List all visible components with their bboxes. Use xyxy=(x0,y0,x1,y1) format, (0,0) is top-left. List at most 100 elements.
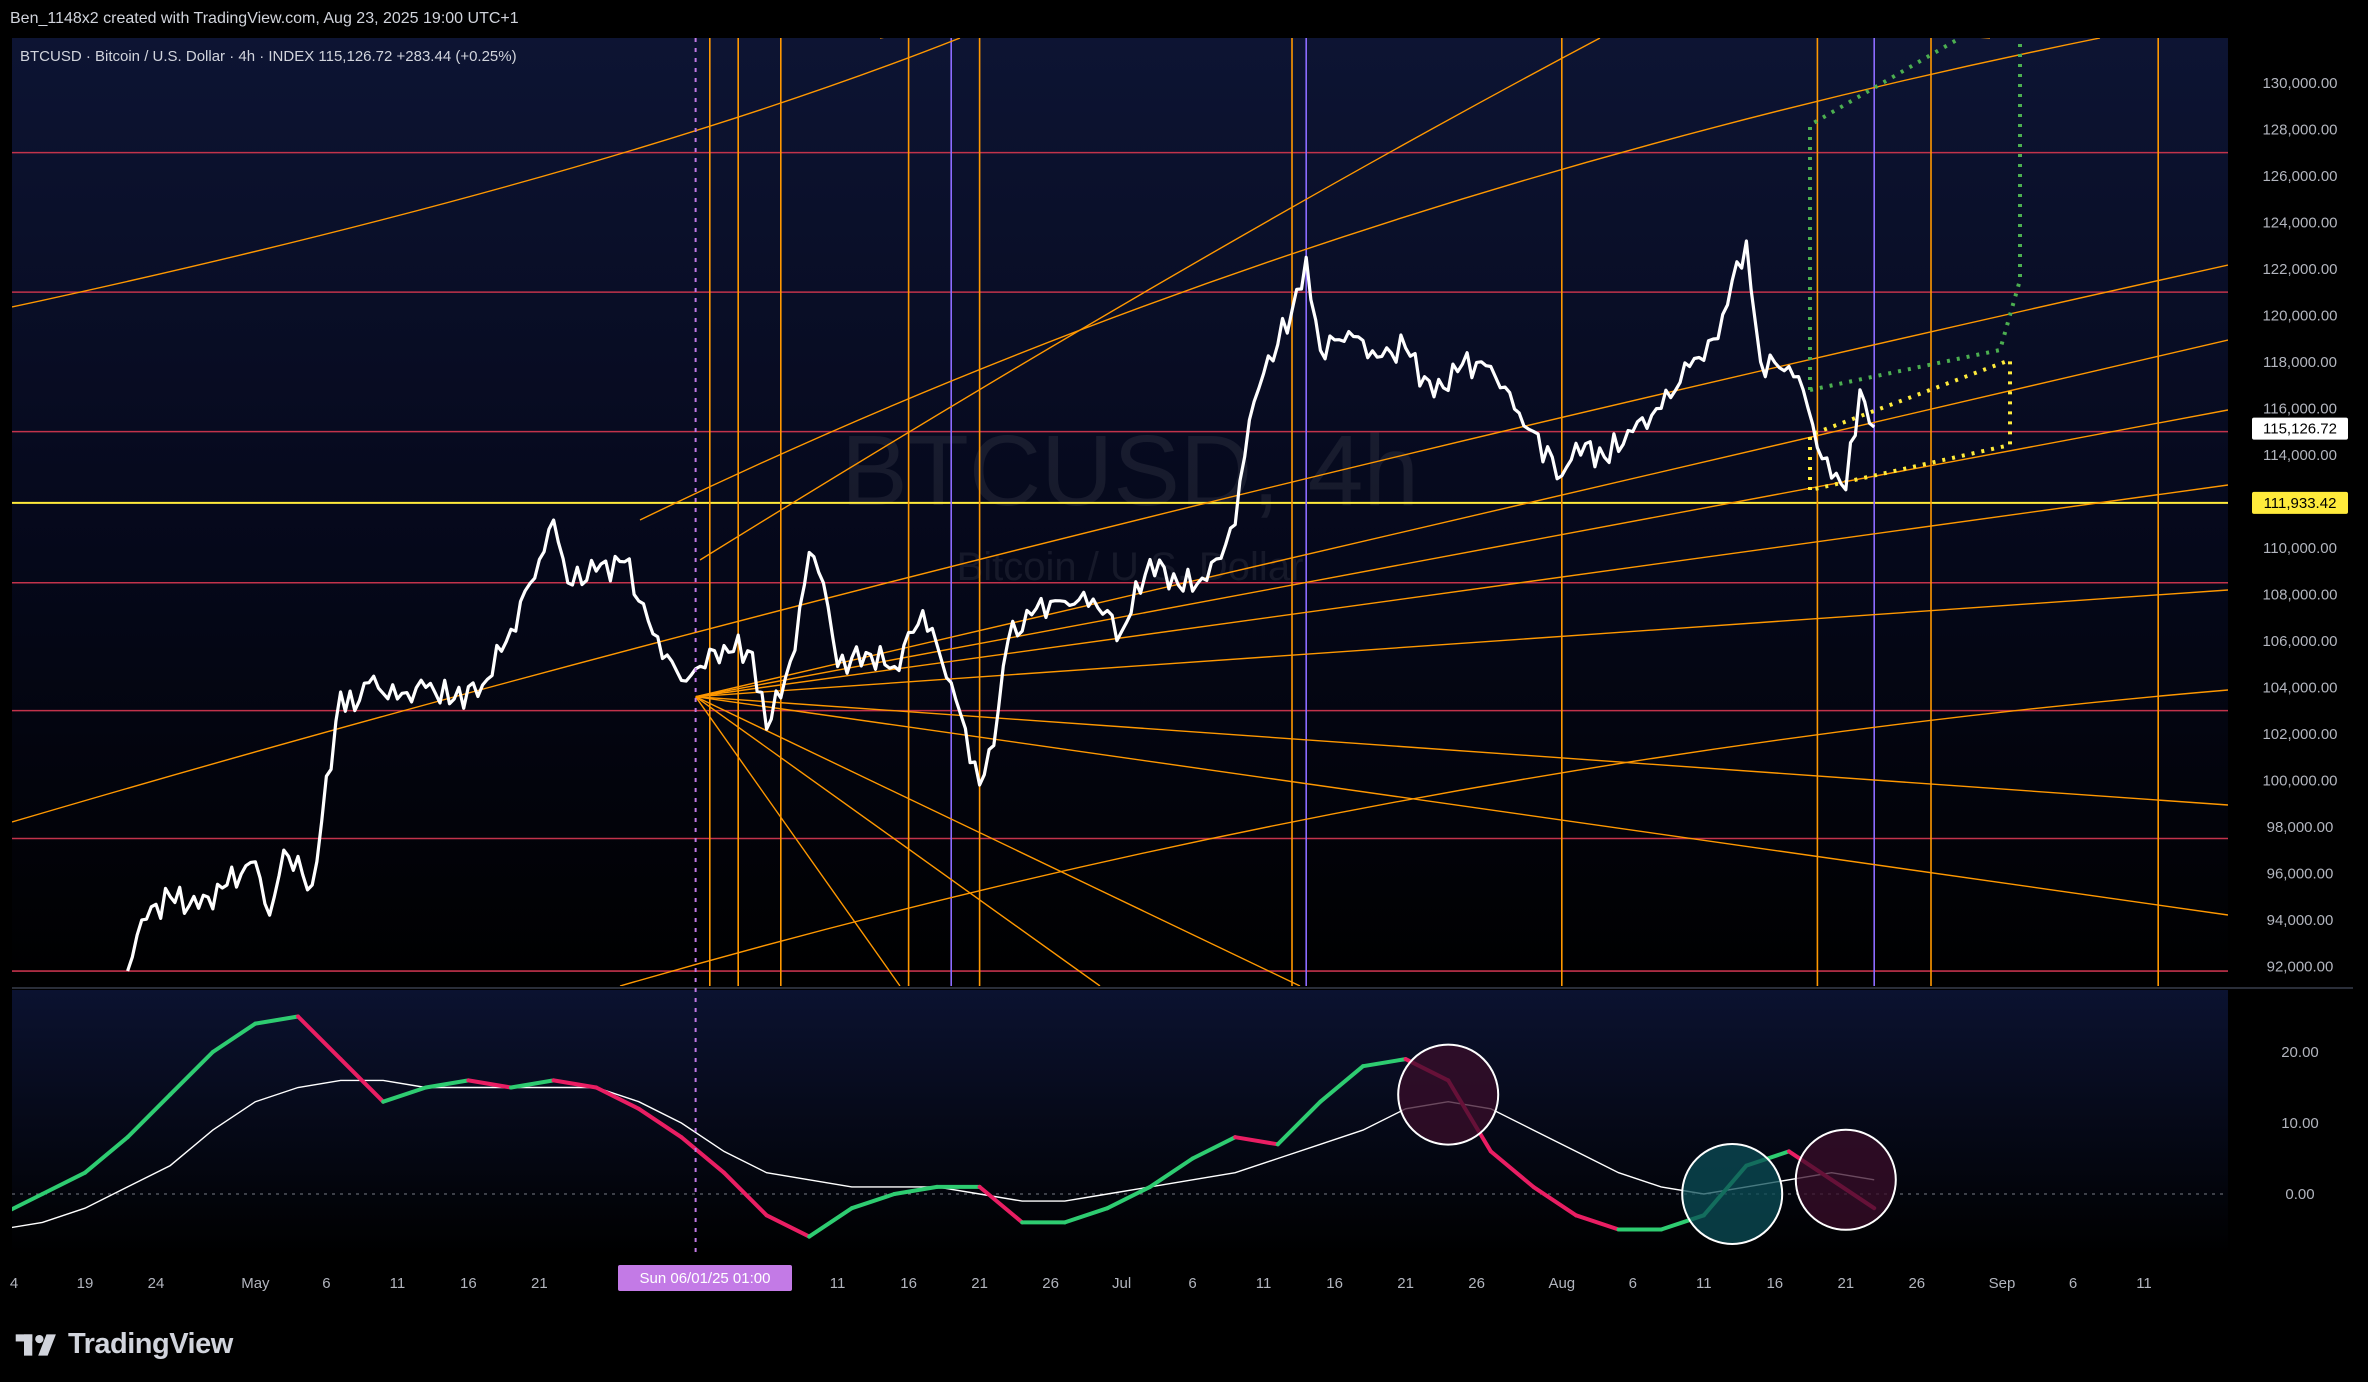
price-series xyxy=(126,239,1876,972)
time-tick-label: 19 xyxy=(77,1275,94,1292)
oscillator-segment xyxy=(1488,1149,1536,1189)
symbol-legend[interactable]: BTCUSD · Bitcoin / U.S. Dollar · 4h · IN… xyxy=(20,48,517,65)
time-tick-label: 26 xyxy=(1042,1275,1059,1292)
oscillator-segment xyxy=(722,1170,769,1218)
fib-arc xyxy=(12,264,2228,823)
price-tick-label: 114,000.00 xyxy=(2263,447,2337,464)
oscillator-segment xyxy=(1062,1206,1110,1225)
tradingview-logo-icon xyxy=(15,1333,56,1356)
fan-line xyxy=(695,589,2228,698)
fib-arc xyxy=(619,689,2228,986)
oscillator-segment xyxy=(423,1078,471,1090)
oscillator-segment xyxy=(381,1085,428,1104)
green-dotted-channel xyxy=(1808,38,1962,390)
oscillator-segment xyxy=(125,1092,173,1140)
price-tick-label: 130,000.00 xyxy=(2262,75,2337,92)
price-tick-label: 124,000.00 xyxy=(2262,214,2337,231)
osc-tick-label: 0.00 xyxy=(2285,1186,2314,1203)
price-tick-label: 118,000.00 xyxy=(2263,354,2337,371)
time-tick-label: 21 xyxy=(531,1275,548,1292)
time-tick-label: 21 xyxy=(971,1275,988,1292)
oscillator-segment xyxy=(1318,1064,1365,1104)
svg-text:111,933.42: 111,933.42 xyxy=(2264,495,2337,512)
green-dotted-channel xyxy=(1809,38,2022,392)
price-tick-label: 128,000.00 xyxy=(2262,121,2337,138)
price-tick-label: 100,000.00 xyxy=(2262,772,2337,789)
footer-bar: TradingView xyxy=(0,1312,2368,1382)
price-tick-label: 120,000.00 xyxy=(2262,307,2337,324)
time-tick-label: 4 xyxy=(10,1275,18,1292)
chart-canvas[interactable]: BTCUSD, 4h Bitcoin / U.S. Dollar 130,000… xyxy=(0,0,2368,1312)
tradingview-brand: TradingView xyxy=(68,1328,233,1360)
time-axis[interactable]: 4 19 24 May 6 11 16 21 11 16 21 26 Jul 6 11 16 21 26 Aug 6 1… xyxy=(10,1275,2152,1292)
oscillator-pane[interactable] xyxy=(12,990,2228,1256)
time-tick-label: 21 xyxy=(1397,1275,1414,1292)
price-tick-label: 110,000.00 xyxy=(2263,540,2337,557)
price-tick-label: 102,000.00 xyxy=(2262,726,2337,743)
price-tick-label: 94,000.00 xyxy=(2267,912,2334,929)
attribution-bar: Ben_1148x2 created with TradingView.com,… xyxy=(0,0,2368,38)
time-tick-label: 16 xyxy=(460,1275,477,1292)
fan-line xyxy=(695,695,2228,916)
price-tick-label: 126,000.00 xyxy=(2262,168,2337,185)
time-tick-label: Jul xyxy=(1112,1275,1131,1292)
time-tick-label: 26 xyxy=(1908,1275,1925,1292)
yellow-dotted-channel xyxy=(1808,357,2012,492)
fan-line xyxy=(695,696,1101,986)
oscillator-segment xyxy=(1531,1184,1578,1218)
oscillator-segment xyxy=(83,1135,130,1175)
fan-line xyxy=(695,339,2228,698)
time-tick-label: May xyxy=(241,1275,270,1292)
time-tick-label: 11 xyxy=(1256,1275,1272,1292)
svg-text:115,126.72: 115,126.72 xyxy=(2263,421,2337,438)
fib-arc xyxy=(12,38,961,308)
oscillator-segment xyxy=(509,1078,556,1090)
price-tick-label: 96,000.00 xyxy=(2267,865,2334,882)
price-tick-label: 122,000.00 xyxy=(2262,261,2337,278)
attribution-text: Ben_1148x2 created with TradingView.com,… xyxy=(10,10,519,27)
watermark-subtitle: Bitcoin / U.S. Dollar xyxy=(957,545,1304,589)
time-tick-label: 6 xyxy=(322,1275,330,1292)
fib-arc xyxy=(699,38,1601,561)
oscillator-segment xyxy=(636,1106,684,1140)
price-tick-label: 108,000.00 xyxy=(2262,586,2337,603)
time-tick-label: 11 xyxy=(2136,1275,2152,1292)
oscillator-axis[interactable]: 20.00 10.00 0.00 xyxy=(2281,1044,2319,1203)
oscillator-segment xyxy=(168,1050,215,1097)
oscillator-segment xyxy=(338,1057,386,1104)
time-tick-label: 11 xyxy=(1696,1275,1712,1292)
fan-line xyxy=(695,695,2228,806)
oscillator-segment xyxy=(1233,1135,1280,1147)
oscillator-segment xyxy=(977,1184,1025,1225)
btc-price-line xyxy=(126,239,1876,972)
time-tick-label: 11 xyxy=(830,1275,846,1292)
main-pane[interactable] xyxy=(12,38,2228,986)
oscillator-segment xyxy=(594,1085,641,1111)
fan-line xyxy=(695,409,2228,698)
oscillator-segment xyxy=(40,1170,87,1196)
oscillator-segment xyxy=(807,1206,854,1239)
oscillator-segment xyxy=(679,1135,726,1175)
watermark-title: BTCUSD, 4h xyxy=(841,415,1419,527)
tradingview-logo[interactable]: TradingView xyxy=(14,1328,233,1361)
fan-line xyxy=(695,696,901,986)
price-tick-label: 92,000.00 xyxy=(2267,958,2334,975)
osc-tick-label: 10.00 xyxy=(2281,1115,2319,1132)
oscillator-segment xyxy=(1148,1156,1195,1189)
time-tick-label: 6 xyxy=(2069,1275,2077,1292)
drawing-tools[interactable] xyxy=(12,9,2228,986)
price-tick-label: 106,000.00 xyxy=(2262,633,2337,650)
price-axis[interactable]: 130,000.00 128,000.00 126,000.00 124,000.00… xyxy=(2262,75,2337,976)
fan-line xyxy=(695,484,2228,698)
oscillator-segment xyxy=(1275,1099,1323,1147)
price-tick-label: 98,000.00 xyxy=(2267,819,2334,836)
horizontal-level-tag: 111,933.42 xyxy=(2252,491,2348,514)
highlight-circle xyxy=(1681,1143,1784,1245)
time-tick-label: 16 xyxy=(900,1275,917,1292)
oscillator-segment xyxy=(1105,1184,1152,1211)
svg-text:Sun 06/01/25 01:00: Sun 06/01/25 01:00 xyxy=(640,1270,771,1287)
oscillator-segment xyxy=(892,1184,939,1196)
time-tick-label: 16 xyxy=(1326,1275,1343,1292)
fan-line xyxy=(695,696,1301,986)
highlight-circle xyxy=(1794,1128,1897,1231)
